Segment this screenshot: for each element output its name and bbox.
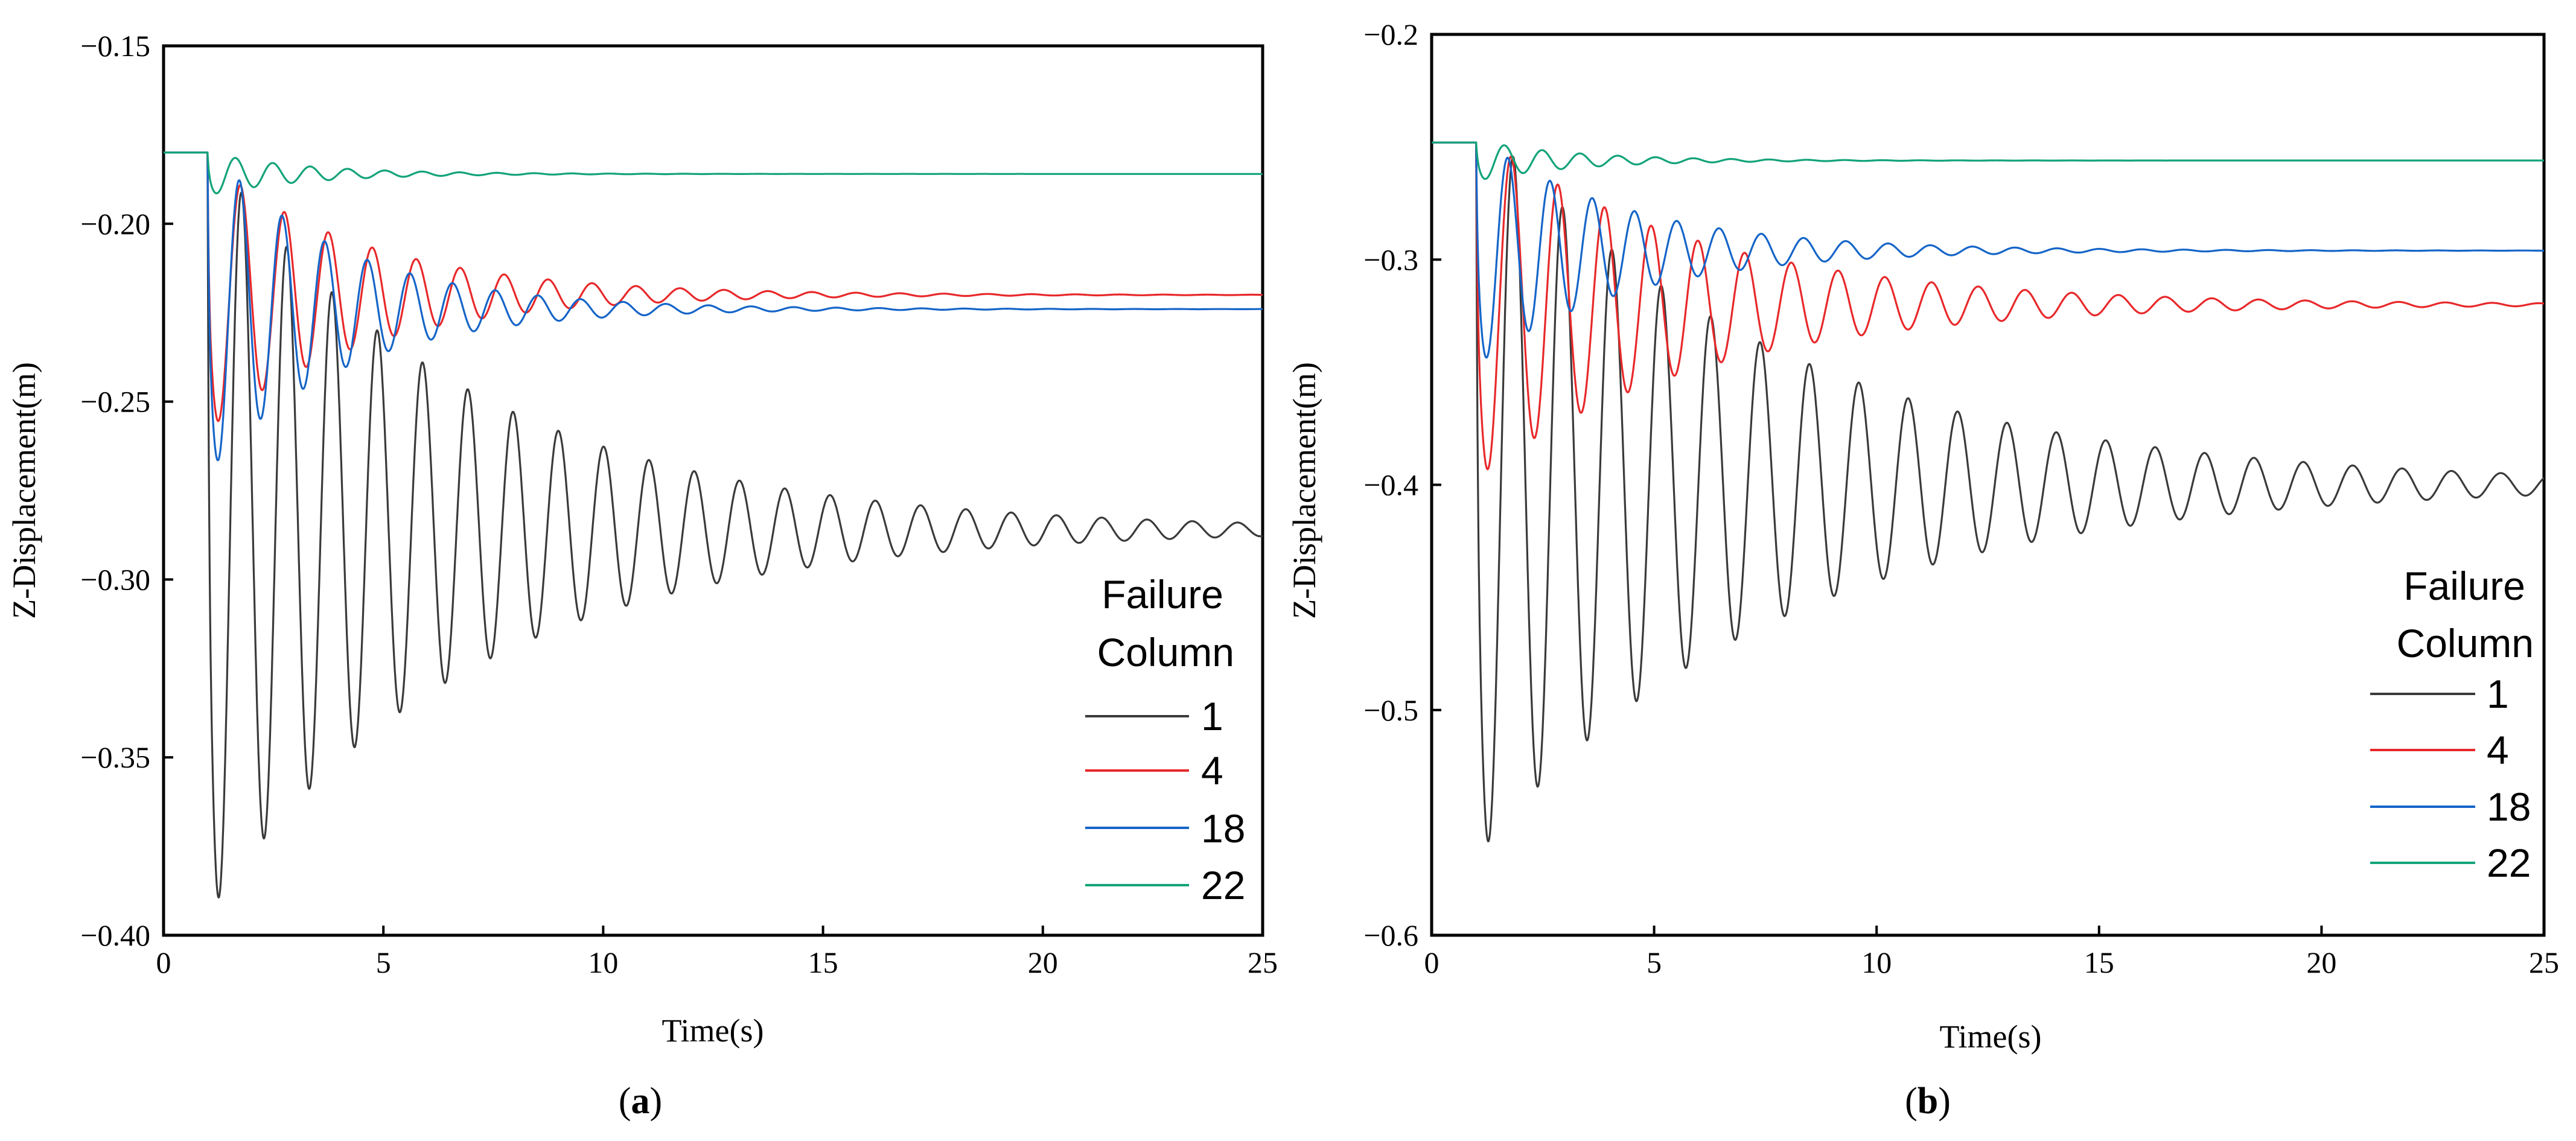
panel-a-xtick-label: 15 <box>808 946 838 979</box>
panel-b-ytick-label: −0.6 <box>1363 918 1418 952</box>
panel-b-legend-label-1: 1 <box>2487 672 2509 716</box>
panel-b-legend-label-22: 22 <box>2487 841 2531 885</box>
panel-b-ticks: 0 5 10 15 20 25 −0.2 −0.3 −0.4 −0.5 −0.6 <box>1363 17 2559 979</box>
panel-b-ytick-label: −0.4 <box>1363 468 1418 502</box>
panel-a-legend-title-line2: Column <box>1097 630 1234 675</box>
panel-a-ytick-label: −0.30 <box>80 562 150 596</box>
panel-b-caption-letter: b <box>1918 1081 1938 1122</box>
panel-a-legend-label-22: 22 <box>1201 863 1245 907</box>
panel-b-legend-label-18: 18 <box>2487 784 2531 829</box>
panel-b-ylabel: Z-Displacement(m) <box>1286 362 1322 619</box>
panel-b-series-column-18 <box>1432 141 2545 359</box>
panel-b-ytick-label: −0.5 <box>1363 693 1418 727</box>
panel-a-caption-close: ) <box>650 1081 663 1122</box>
panel-a-plot-frame <box>162 44 1264 937</box>
panel-b-chart: 0 5 10 15 20 25 −0.2 −0.3 −0.4 −0.5 −0.6 Time(s) Z… <box>1286 17 2559 1122</box>
panel-b-legend-title-line2: Column <box>2397 621 2534 666</box>
panel-b-xtick-label: 10 <box>1861 946 1892 979</box>
panel-a-ylabel: Z-Displacement(m) <box>6 362 42 619</box>
panel-a-caption: (a) <box>619 1081 662 1122</box>
panel-a-legend-label-4: 4 <box>1201 748 1223 793</box>
panel-a-caption-open: ( <box>619 1081 631 1122</box>
panel-b-caption-open: ( <box>1905 1081 1918 1122</box>
panel-b-series-column-4 <box>1432 141 2545 471</box>
panel-b-ytick-label: −0.2 <box>1363 17 1418 51</box>
panel-a-series <box>164 151 1263 898</box>
panel-a-series-column-22 <box>164 151 1263 194</box>
panel-b-caption-close: ) <box>1938 1081 1951 1122</box>
panel-b-legend: Failure Column 1 4 18 22 <box>2370 564 2534 885</box>
panel-a-legend-title-line1: Failure <box>1101 572 1223 617</box>
panel-b-xtick-label: 20 <box>2306 946 2336 979</box>
panel-b-plot-frame <box>1430 33 2546 937</box>
panel-a-caption-letter: a <box>631 1081 650 1122</box>
panel-b-legend-title-line1: Failure <box>2403 564 2525 608</box>
panel-a-legend-label-1: 1 <box>1201 694 1223 739</box>
panel-a-legend-label-18: 18 <box>1201 806 1245 851</box>
panel-a-series-column-1 <box>164 151 1263 898</box>
panel-a-ticks: 0 5 10 15 20 25 −0.15 −0.20 −0.25 −0.30 −0.35 −0.40 <box>80 29 1278 979</box>
panel-a-series-column-18 <box>164 151 1263 462</box>
panel-a-series-column-4 <box>164 151 1263 422</box>
panel-b-xtick-label: 5 <box>1647 946 1662 979</box>
panel-a-xtick-label: 10 <box>588 946 618 979</box>
panel-a-xlabel: Time(s) <box>662 1012 764 1049</box>
panel-a-xtick-label: 20 <box>1028 946 1058 979</box>
panel-a-xtick-label: 0 <box>156 946 171 979</box>
panel-a-ytick-label: −0.15 <box>80 29 150 63</box>
panel-b-series-column-1 <box>1432 141 2545 842</box>
panel-a-xtick-label: 25 <box>1248 946 1278 979</box>
panel-a-xtick-label: 5 <box>376 946 391 979</box>
panel-a-chart: 0 5 10 15 20 25 −0.15 −0.20 −0.25 −0.30 −0.35 −0.40… <box>6 29 1278 1122</box>
panel-a-legend: Failure Column 1 4 18 22 <box>1085 572 1245 907</box>
panel-b-xtick-label: 25 <box>2529 946 2559 979</box>
panel-b-series-column-22 <box>1432 141 2545 180</box>
panel-b-legend-label-4: 4 <box>2487 728 2509 772</box>
panel-b-series <box>1432 141 2545 842</box>
panel-a-ytick-label: −0.20 <box>80 207 150 241</box>
panel-a-ytick-label: −0.40 <box>80 918 150 952</box>
panel-a-ytick-label: −0.35 <box>80 740 150 774</box>
panel-b-xtick-label: 0 <box>1424 946 1439 979</box>
panel-b-xlabel: Time(s) <box>1939 1019 2041 1055</box>
panel-b-caption: (b) <box>1905 1081 1951 1122</box>
panel-b-xtick-label: 15 <box>2084 946 2114 979</box>
panel-b-ytick-label: −0.3 <box>1363 243 1418 276</box>
panel-a-ytick-label: −0.25 <box>80 385 150 419</box>
